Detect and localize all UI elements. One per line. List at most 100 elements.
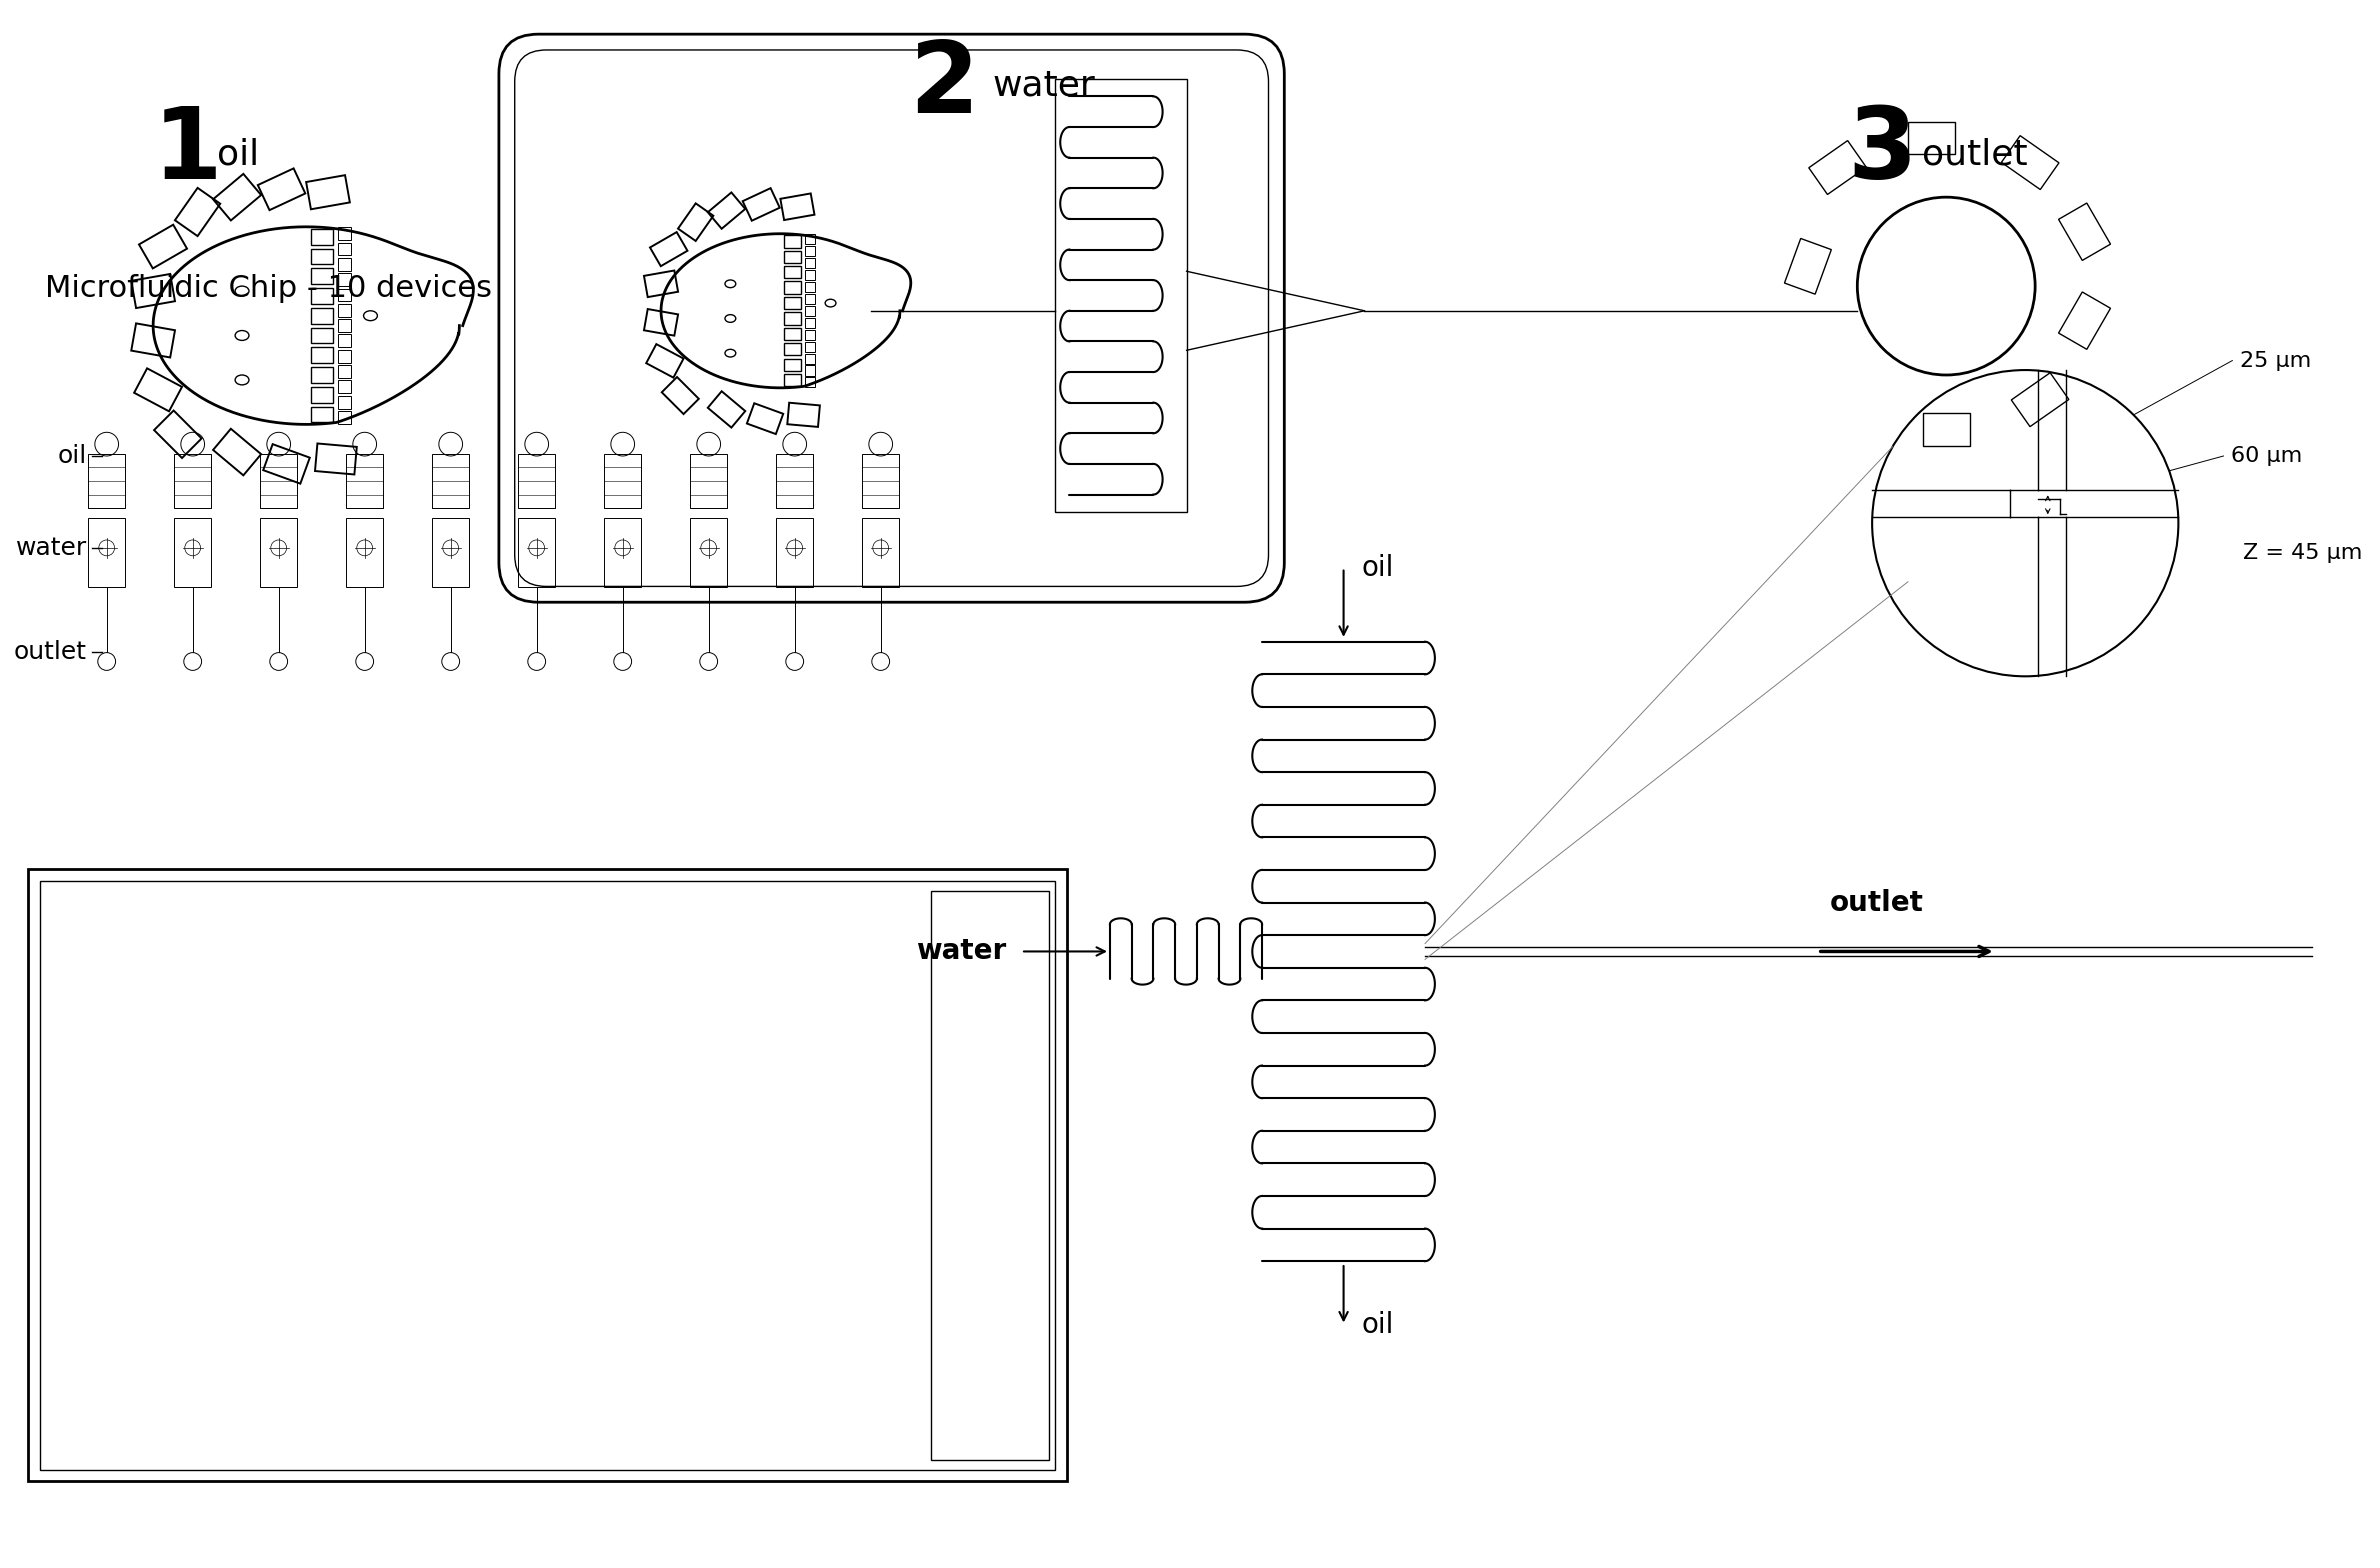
Bar [1909,122,1954,154]
Bar [804,246,814,256]
Bar [785,312,802,325]
Bar [338,411,350,423]
Bar [645,309,678,336]
Bar [312,367,333,383]
Bar [785,282,802,293]
Bar [645,271,678,296]
Text: outlet: outlet [1921,138,2028,172]
Bar [338,243,350,256]
Bar [804,342,814,351]
Bar [785,235,802,248]
Bar [338,350,350,362]
Bar [174,188,221,237]
Text: 1: 1 [152,103,224,201]
Bar [785,328,802,340]
Bar [264,444,309,483]
Bar [214,174,262,221]
Bar [174,519,212,588]
Bar [214,428,262,475]
Bar [785,267,802,279]
Bar [804,318,814,328]
Bar [662,376,700,414]
Bar [804,259,814,268]
Bar [804,270,814,281]
Bar [605,455,643,508]
Bar [259,455,298,508]
Bar [345,455,383,508]
Bar [133,368,181,411]
Bar [307,176,350,209]
Bar [2011,373,2068,426]
Bar [431,455,469,508]
Text: oil: oil [57,444,88,467]
Text: outlet: outlet [14,640,88,663]
Bar [1054,78,1188,513]
Bar [785,296,802,309]
Bar [312,387,333,403]
Bar [785,375,802,386]
Bar [338,304,350,317]
Bar [338,227,350,240]
Bar [338,289,350,301]
Bar [312,268,333,284]
Bar [29,869,1066,1482]
Bar [338,395,350,409]
Bar [431,519,469,588]
Bar [131,274,176,307]
Bar [747,403,783,434]
Bar [2059,292,2111,350]
Bar [707,193,745,229]
Bar [312,406,333,422]
Bar [862,455,900,508]
Bar [804,293,814,304]
Bar [804,378,814,387]
Bar [785,359,802,372]
Bar [131,323,176,358]
Bar [338,365,350,378]
Bar [804,353,814,364]
Bar [312,328,333,343]
Bar [40,881,1054,1469]
Bar [650,232,688,267]
Bar [804,306,814,315]
Text: Z = 45 μm: Z = 45 μm [2242,543,2361,563]
Bar [804,329,814,340]
Bar [312,229,333,245]
Bar [88,519,126,588]
Text: water: water [17,536,88,560]
Text: oil: oil [1361,554,1395,582]
Bar [931,891,1050,1460]
Bar [690,455,728,508]
Bar [1923,412,1971,445]
Bar [785,251,802,263]
Bar [781,193,814,220]
Bar [804,234,814,245]
Text: outlet: outlet [1830,889,1923,917]
Bar [259,519,298,588]
Bar [804,282,814,292]
Bar [743,188,781,221]
Bar [338,257,350,271]
Text: water: water [992,69,1095,103]
Bar [312,249,333,265]
Bar [88,455,126,508]
Bar [1785,238,1830,295]
Bar [519,519,555,588]
Bar [647,343,683,378]
Bar [312,348,333,364]
Bar [862,519,900,588]
Text: Microfluidic Chip - 10 devices: Microfluidic Chip - 10 devices [45,274,493,303]
Bar [678,204,714,241]
Bar [2059,204,2111,260]
Bar [690,519,728,588]
Bar [257,168,305,210]
Bar [707,392,745,428]
Text: oil: oil [1361,1311,1395,1339]
Bar [338,381,350,394]
Bar [345,519,383,588]
Bar [312,289,333,304]
Bar [338,273,350,285]
Text: oil: oil [217,138,259,172]
Bar [338,320,350,332]
Bar [519,455,555,508]
